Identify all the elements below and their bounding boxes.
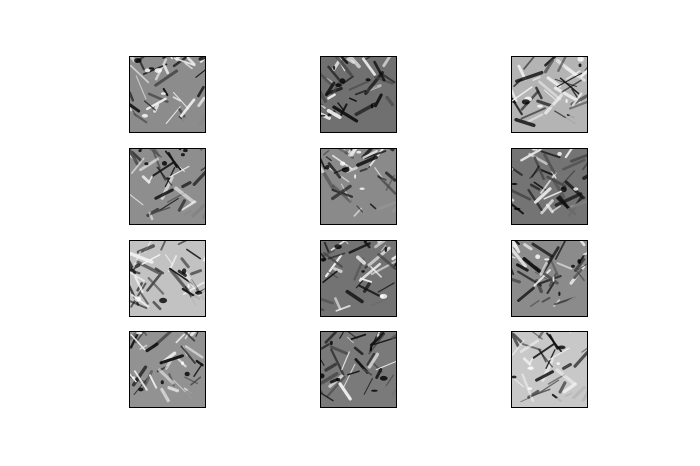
feature-map-texture	[512, 57, 587, 132]
feature-map-texture	[321, 149, 396, 224]
feature-map-panel	[320, 56, 397, 133]
feature-map-panel	[320, 331, 397, 408]
feature-map-panel	[511, 56, 588, 133]
feature-map-panel	[511, 148, 588, 225]
feature-map-panel	[129, 56, 206, 133]
feature-map-texture	[321, 57, 396, 132]
feature-map-texture	[512, 332, 587, 407]
feature-map-texture	[321, 332, 396, 407]
feature-map-texture	[512, 241, 587, 316]
feature-map-texture	[130, 57, 205, 132]
feature-map-texture	[130, 332, 205, 407]
feature-map-texture	[130, 241, 205, 316]
feature-map-panel	[129, 148, 206, 225]
feature-map-panel	[129, 240, 206, 317]
feature-map-texture	[130, 149, 205, 224]
feature-map-panel	[129, 331, 206, 408]
feature-map-panel	[511, 240, 588, 317]
feature-map-texture	[512, 149, 587, 224]
feature-map-panel	[320, 148, 397, 225]
feature-map-panel	[320, 240, 397, 317]
feature-map-texture	[321, 241, 396, 316]
feature-map-panel	[511, 331, 588, 408]
